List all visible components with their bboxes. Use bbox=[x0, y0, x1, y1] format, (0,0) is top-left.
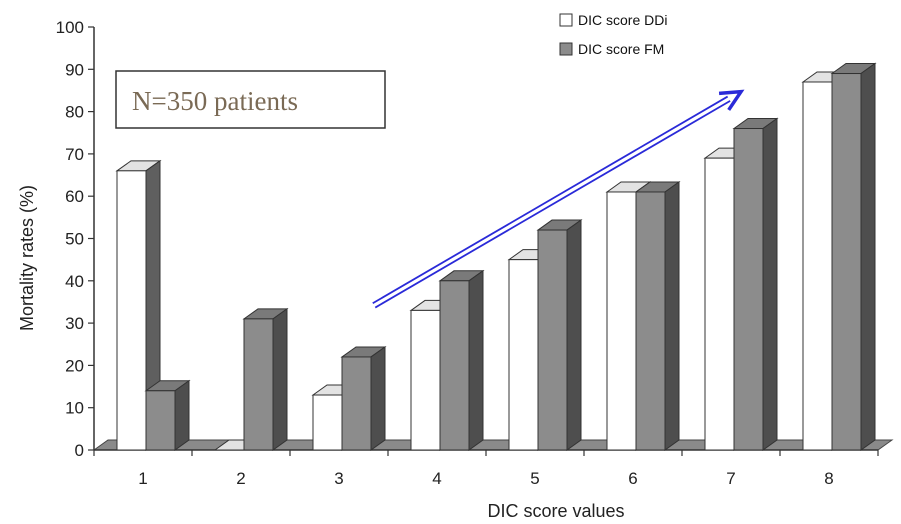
annotation-text: N=350 patients bbox=[132, 86, 298, 116]
bar-ddi-1 bbox=[115, 159, 162, 451]
y-tick-label: 50 bbox=[65, 230, 84, 249]
legend-label-ddi: DIC score DDi bbox=[578, 12, 667, 28]
bar-front-face bbox=[341, 356, 372, 451]
legend-swatch-ddi bbox=[559, 13, 573, 27]
y-tick-label: 10 bbox=[65, 399, 84, 418]
bar-fm-6 bbox=[634, 180, 681, 451]
x-tick-label: 5 bbox=[530, 469, 539, 488]
legend-label-fm: DIC score FM bbox=[578, 41, 664, 57]
bar-front-face bbox=[831, 73, 862, 451]
y-tick-label: 70 bbox=[65, 145, 84, 164]
bar-side-face bbox=[272, 307, 288, 451]
bar-side-face bbox=[566, 219, 582, 451]
bar-front-face bbox=[439, 280, 470, 451]
bar-front-face bbox=[410, 309, 441, 451]
bar-front-face bbox=[116, 170, 147, 451]
bar-front-face bbox=[802, 81, 833, 451]
x-tick-label: 4 bbox=[432, 469, 441, 488]
annotation-box: N=350 patients bbox=[115, 70, 386, 129]
arrow-head bbox=[718, 89, 745, 111]
bar-side-face bbox=[664, 180, 680, 451]
arrow-line-lower bbox=[374, 100, 731, 309]
bar-fm-3 bbox=[340, 345, 387, 451]
x-tick-label: 3 bbox=[334, 469, 343, 488]
y-tick-label: 90 bbox=[65, 60, 84, 79]
bar-front-face bbox=[733, 128, 764, 451]
bar-front-face bbox=[312, 394, 343, 451]
bar-front-face bbox=[508, 259, 539, 451]
x-tick-label: 2 bbox=[236, 469, 245, 488]
bar-front-face bbox=[145, 390, 176, 451]
bar-fm-1 bbox=[144, 379, 191, 451]
bar-front-face bbox=[635, 191, 666, 451]
x-tick-label: 8 bbox=[824, 469, 833, 488]
x-tick-label: 6 bbox=[628, 469, 637, 488]
y-tick-label: 100 bbox=[56, 18, 84, 37]
y-tick-label: 0 bbox=[75, 441, 84, 460]
bar-side-face bbox=[370, 345, 386, 451]
bar-fm-4 bbox=[438, 269, 485, 451]
bar-fm-2 bbox=[242, 307, 289, 451]
bar-front-face bbox=[704, 157, 735, 451]
y-tick-label: 20 bbox=[65, 356, 84, 375]
y-tick-label: 60 bbox=[65, 187, 84, 206]
y-axis-title: Mortality rates (%) bbox=[17, 185, 37, 331]
bar-side-face bbox=[468, 269, 484, 451]
bar-front-face bbox=[606, 191, 637, 451]
legend: DIC score DDi DIC score FM bbox=[559, 12, 667, 57]
bar-front-face bbox=[243, 318, 274, 451]
x-tick-label: 7 bbox=[726, 469, 735, 488]
bar-front-face bbox=[537, 229, 568, 451]
bar-side-face bbox=[762, 117, 778, 451]
arrow-line-upper bbox=[372, 95, 729, 305]
y-tick-label: 30 bbox=[65, 314, 84, 333]
bar-fm-8 bbox=[830, 62, 877, 451]
legend-swatch-fm bbox=[559, 42, 573, 56]
trend-arrow bbox=[372, 89, 745, 309]
y-tick-label: 40 bbox=[65, 272, 84, 291]
x-tick-label: 1 bbox=[138, 469, 147, 488]
y-tick-label: 80 bbox=[65, 103, 84, 122]
bar-fm-5 bbox=[536, 219, 583, 451]
bar-side-face bbox=[174, 379, 190, 451]
bar-side-face bbox=[860, 62, 876, 451]
x-axis-title: DIC score values bbox=[487, 501, 624, 521]
bar-fm-7 bbox=[732, 117, 779, 451]
